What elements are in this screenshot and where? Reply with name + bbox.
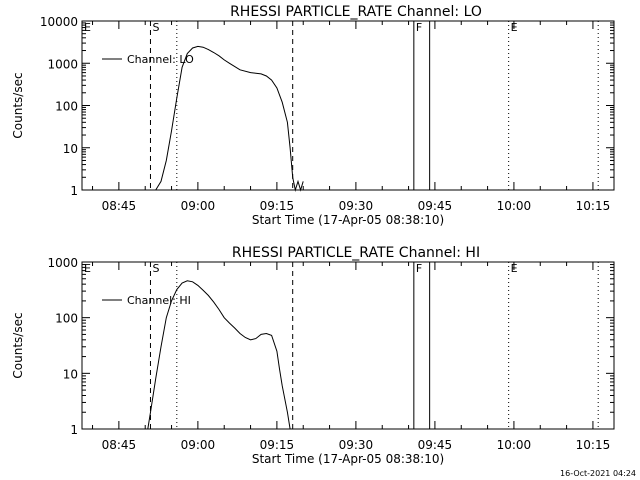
y-tick-label: 100 [55, 100, 78, 114]
event-marker-label: E [84, 262, 91, 275]
y-tick-label: 10 [63, 367, 78, 381]
y-tick-label: 10000 [40, 15, 78, 29]
y-tick-label: 1 [70, 184, 78, 198]
x-tick-label: 08:45 [102, 199, 137, 213]
y-tick-label: 100 [55, 312, 78, 326]
x-tick-label: 10:00 [497, 199, 532, 213]
y-axis-label: Counts/sec [11, 72, 25, 138]
panel-1: RHESSI PARTICLE_RATE Channel: LO 08:45 09:… [11, 4, 615, 227]
event-marker-label: F [416, 21, 422, 34]
legend-label: Channel: HI [127, 294, 191, 307]
event-marker-label: S [152, 21, 159, 34]
chart-title: RHESSI PARTICLE_RATE Channel: HI [232, 245, 480, 261]
plot-frame [81, 20, 615, 191]
x-tick-label: 09:00 [181, 438, 216, 452]
x-tick-label: 09:30 [339, 199, 374, 213]
footer-timestamp: 16-Oct-2021 04:24 [560, 469, 636, 478]
event-marker-label: E [511, 262, 518, 275]
y-tick-label: 1000 [47, 256, 78, 270]
y-tick-label: 10 [63, 142, 78, 156]
series-line [147, 280, 291, 430]
chart-title: RHESSI PARTICLE_RATE Channel: LO [230, 4, 482, 20]
x-tick-label: 09:45 [418, 438, 453, 452]
event-marker-label: E [84, 21, 91, 34]
legend-label: Channel: LO [127, 53, 194, 66]
plot-frame [81, 261, 615, 430]
x-tick-label: 08:45 [102, 438, 137, 452]
y-tick-label: 1000 [47, 57, 78, 71]
event-marker-label: S [152, 262, 159, 275]
x-tick-label: 10:15 [576, 199, 611, 213]
x-tick-label: 09:30 [339, 438, 374, 452]
panel-2: RHESSI PARTICLE_RATE Channel: HI 08:45 09:… [11, 245, 615, 466]
series-line [155, 45, 304, 192]
y-axis-label: Counts/sec [11, 312, 25, 378]
x-tick-label: 09:15 [260, 438, 295, 452]
x-tick-label: 09:15 [260, 199, 295, 213]
x-tick-label: 09:45 [418, 199, 453, 213]
y-tick-label: 1 [70, 423, 78, 437]
x-tick-label: 10:15 [576, 438, 611, 452]
x-tick-label: 09:00 [181, 199, 216, 213]
x-axis-label: Start Time (17-Apr-05 08:38:10) [252, 213, 444, 227]
event-marker-label: F [416, 262, 422, 275]
x-tick-label: 10:00 [497, 438, 532, 452]
x-axis-label: Start Time (17-Apr-05 08:38:10) [252, 452, 444, 466]
event-marker-label: E [511, 21, 518, 34]
